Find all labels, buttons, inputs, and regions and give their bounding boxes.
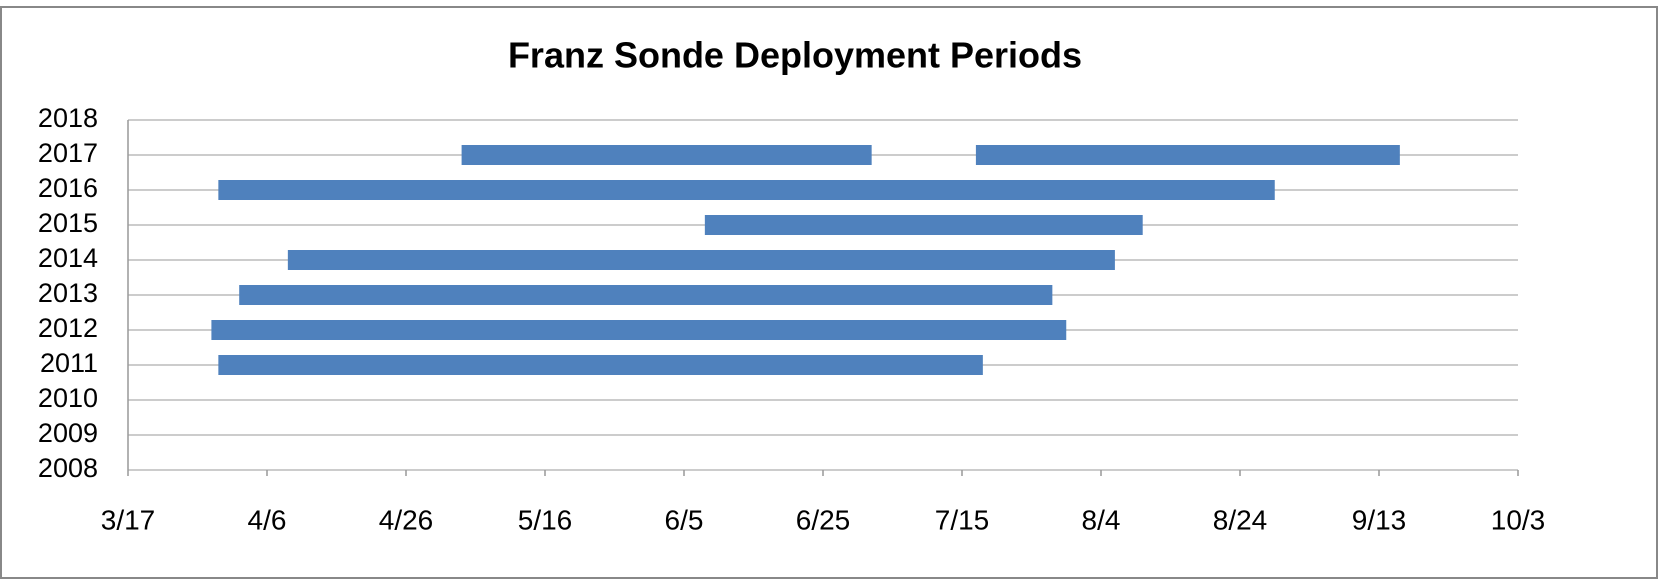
y-tick-label: 2011: [40, 348, 98, 378]
x-tick-label: 10/3: [1491, 504, 1546, 535]
y-tick-label: 2016: [38, 173, 98, 203]
y-tick-label: 2018: [38, 103, 98, 133]
x-tick-label: 6/25: [796, 504, 851, 535]
y-tick-label: 2012: [38, 313, 98, 343]
x-tick-label: 8/4: [1082, 504, 1121, 535]
bar: [287, 250, 1115, 270]
y-tick-label: 2017: [38, 138, 98, 168]
x-tick-label: 9/13: [1352, 504, 1407, 535]
y-tick-label: 2014: [38, 243, 98, 273]
bar: [975, 145, 1400, 165]
bar: [218, 180, 1275, 200]
x-tick-label: 4/6: [248, 504, 287, 535]
bar: [211, 320, 1067, 340]
x-tick-label: 6/5: [665, 504, 704, 535]
x-tick-label: 3/17: [101, 504, 156, 535]
y-tick-label: 2008: [38, 453, 98, 483]
y-tick-label: 2015: [38, 208, 98, 238]
bar: [218, 355, 983, 375]
bar: [239, 285, 1053, 305]
x-tick-label: 4/26: [379, 504, 434, 535]
x-tick-label: 5/16: [518, 504, 573, 535]
bar: [704, 215, 1143, 235]
y-tick-label: 2010: [38, 383, 98, 413]
y-tick-label: 2013: [38, 278, 98, 308]
x-tick-label: 7/15: [935, 504, 990, 535]
bar: [461, 145, 872, 165]
x-tick-label: 8/24: [1213, 504, 1268, 535]
y-tick-label: 2009: [38, 418, 98, 448]
chart-title: Franz Sonde Deployment Periods: [508, 35, 1082, 76]
